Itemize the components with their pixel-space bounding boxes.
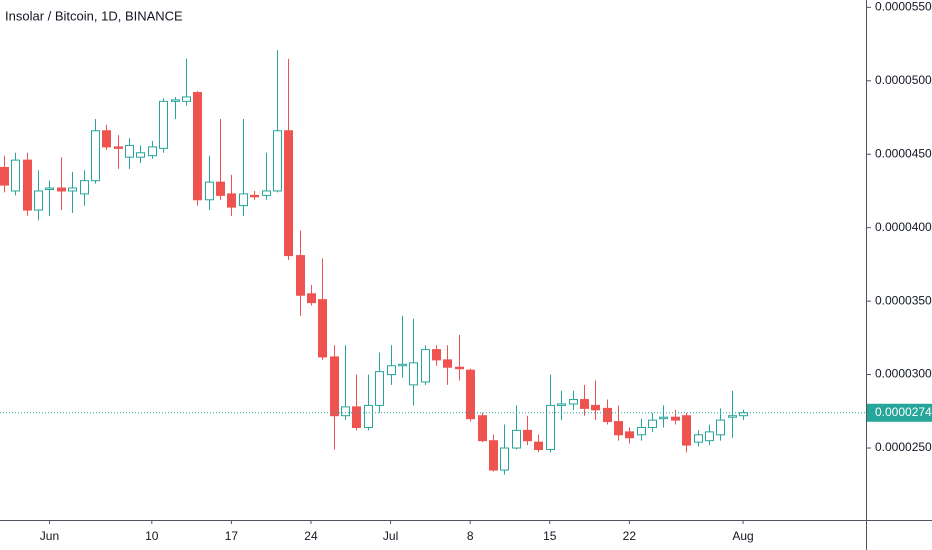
candle-body <box>102 130 111 148</box>
y-tick-label: 0.0000550 <box>875 0 932 14</box>
candle-body <box>330 356 339 417</box>
candle-body <box>659 416 668 420</box>
candle-body <box>432 349 441 361</box>
candle-body <box>569 399 578 405</box>
candle-body <box>534 441 543 450</box>
candle-body <box>580 399 589 409</box>
candle-body <box>455 366 464 370</box>
y-tick-label: 0.0000250 <box>875 440 932 454</box>
candle-body <box>239 193 248 207</box>
x-tick-label: 17 <box>225 529 239 543</box>
candle-body <box>546 404 555 450</box>
candle-body <box>57 187 66 192</box>
candle-body <box>523 429 532 442</box>
candle-body <box>159 100 168 149</box>
candle-body <box>466 369 475 420</box>
candle-body <box>648 419 657 428</box>
candle-body <box>364 404 373 428</box>
x-tick-label: Jul <box>383 529 398 543</box>
candle-body <box>205 181 214 201</box>
candle-body <box>296 255 305 296</box>
x-tick-label: 15 <box>543 529 557 543</box>
candle-body <box>478 415 487 442</box>
candle-body <box>227 193 236 208</box>
candle-body <box>728 415 737 418</box>
candle-body <box>625 431 634 439</box>
candle-body <box>387 365 396 376</box>
candle-body <box>705 431 714 442</box>
candle-body <box>614 421 623 436</box>
candle-body <box>603 407 612 423</box>
candle-body <box>421 349 430 383</box>
candle-body <box>694 434 703 443</box>
last-price-label: 0.0000274 <box>875 405 932 419</box>
candle-body <box>409 362 418 386</box>
candle-body <box>284 130 293 257</box>
candle-body <box>591 404 600 411</box>
candle-body <box>148 146 157 157</box>
candle-body <box>11 159 20 192</box>
candle-body <box>352 406 361 428</box>
candle-body <box>512 429 521 449</box>
candle-body <box>125 144 134 158</box>
candle-body <box>193 92 202 201</box>
candle-body <box>489 440 498 471</box>
chart-title: Insolar / Bitcoin, 1D, BINANCE <box>5 8 183 23</box>
candle-body <box>216 181 225 196</box>
candle-body <box>273 130 282 192</box>
candle-body <box>45 187 54 190</box>
x-tick-label: 22 <box>623 529 637 543</box>
candle-body <box>91 130 100 182</box>
candle-body <box>716 419 725 436</box>
candle-body <box>307 293 316 304</box>
candle-body <box>182 96 191 102</box>
candle-body <box>23 159 32 211</box>
candle-body <box>262 190 271 196</box>
candle-body <box>443 359 452 368</box>
y-tick-label: 0.0000400 <box>875 220 932 234</box>
candle-body <box>739 412 748 417</box>
y-tick-label: 0.0000300 <box>875 367 932 381</box>
candle-body <box>68 187 77 192</box>
candle-body <box>250 194 259 198</box>
y-tick-label: 0.0000450 <box>875 146 932 160</box>
y-tick-label: 0.0000500 <box>875 73 932 87</box>
candle-body <box>500 447 509 471</box>
last-price-box <box>867 403 932 422</box>
x-tick-label: Jun <box>40 529 59 543</box>
candle-body <box>682 415 691 446</box>
x-tick-label: 8 <box>467 529 474 543</box>
candle-body <box>375 371 384 406</box>
candle-body <box>114 146 123 149</box>
x-tick-label: Aug <box>732 529 753 543</box>
candle-body <box>557 403 566 406</box>
candle-body <box>398 363 407 367</box>
candle-body <box>171 99 180 102</box>
candle-body <box>34 190 43 211</box>
candle-body <box>80 180 89 195</box>
candle-body <box>341 406 350 417</box>
y-tick-label: 0.0000350 <box>875 293 932 307</box>
candle-body <box>671 416 680 421</box>
x-tick-label: 10 <box>145 529 159 543</box>
candle-body <box>318 299 327 358</box>
x-tick-label: 24 <box>304 529 318 543</box>
candle-body <box>637 426 646 436</box>
candle-body <box>136 152 145 158</box>
candle-body <box>0 166 9 186</box>
